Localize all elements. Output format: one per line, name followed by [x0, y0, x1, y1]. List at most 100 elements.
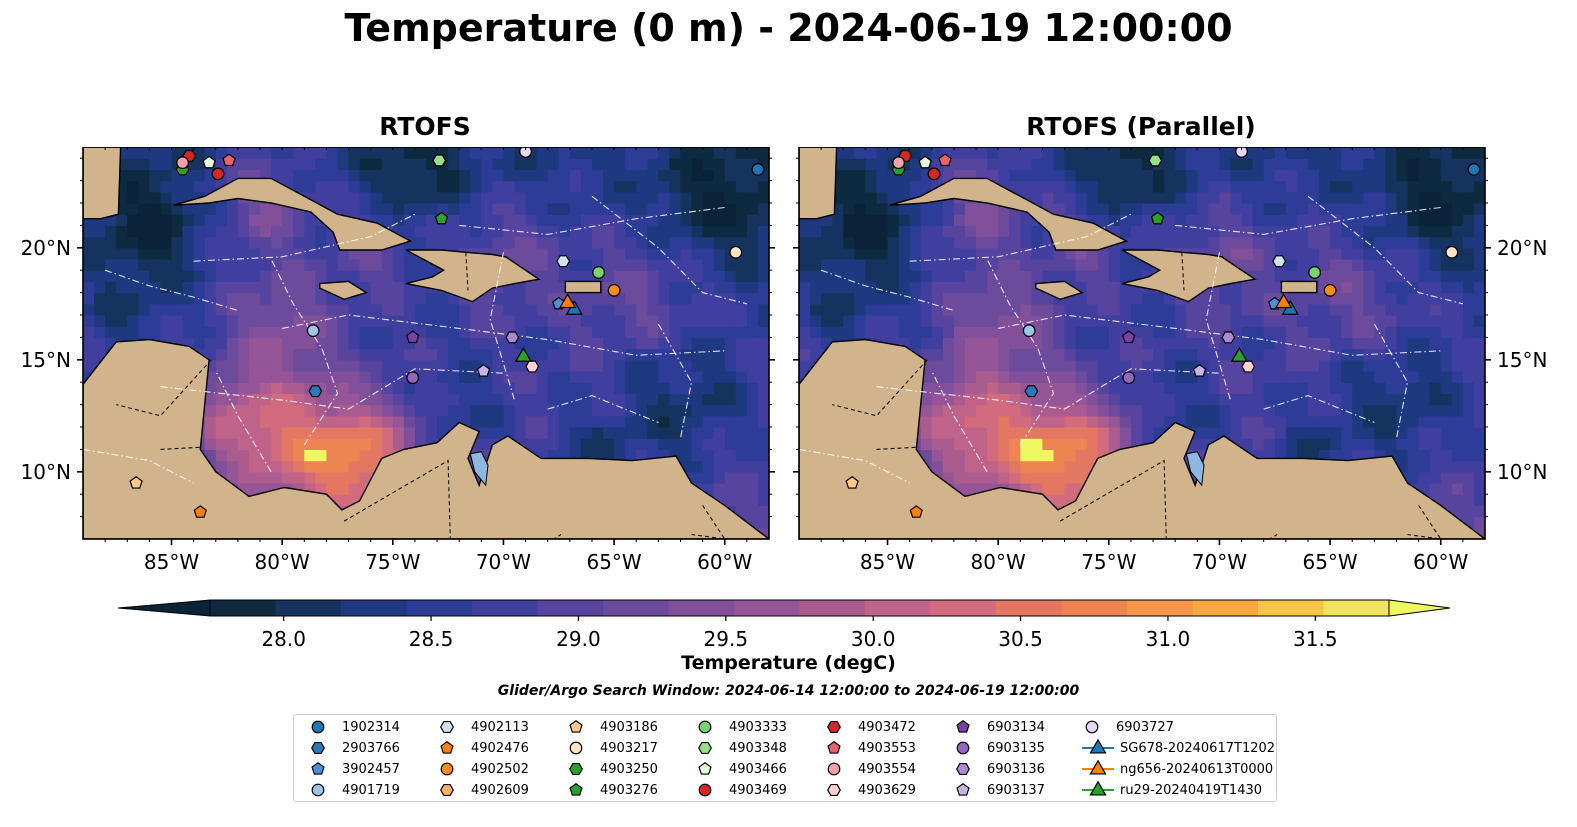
legend-item: 4903466 [693, 759, 787, 779]
colorbar-bin [472, 600, 538, 616]
legend-label: 4903466 [729, 761, 787, 777]
map-panel-rtofs: 85°W 80°W 75°W 70°W 65°W 60°W 10°N 15°N 20°N [21, 147, 775, 574]
legend-marker [1082, 759, 1114, 775]
y-tick-label: 10°N [1497, 460, 1547, 484]
colorbar-bin [1061, 600, 1128, 616]
legend-label: 6903727 [1116, 719, 1174, 735]
legend-marker [956, 719, 970, 733]
x-tick-label: 60°W [697, 550, 752, 574]
y-tick-label: 15°N [21, 348, 71, 372]
legend-marker [311, 761, 325, 775]
marker-2903766 [308, 385, 323, 398]
legend-marker [827, 720, 841, 734]
legend-label: 3902457 [342, 761, 400, 777]
legend-item: 4903553 [822, 738, 916, 758]
legend-marker [440, 720, 454, 734]
legend-label: 4903333 [729, 719, 787, 735]
marker-6903136 [1221, 331, 1236, 344]
colorbar: 28.0 28.5 29.0 29.5 30.0 30.5 31.0 31.5 [117, 599, 1451, 649]
legend-label: 4901719 [342, 782, 400, 798]
land-1 [889, 177, 1129, 251]
marker-6903727 [1235, 147, 1248, 158]
colorbar-tick-label: 28.0 [261, 627, 306, 649]
legend-label: ng656-20240613T0000 [1120, 761, 1274, 777]
marker-4903186 [845, 475, 859, 489]
land-0 [83, 338, 769, 539]
marker-4903553 [938, 153, 952, 167]
x-tick-label: 75°W [365, 550, 420, 574]
x-tick-label: 65°W [586, 550, 641, 574]
colorbar-bin [210, 600, 276, 616]
colorbar-bin [1258, 600, 1324, 616]
marker-4903333 [1308, 266, 1322, 279]
legend-label: 4903554 [858, 761, 916, 777]
legend-label: 1902314 [342, 719, 400, 735]
colorbar-tick-label: 29.0 [556, 627, 601, 649]
legend-item: 4902609 [435, 780, 529, 800]
land-2 [1121, 249, 1257, 303]
lake-maracaibo [469, 451, 489, 487]
legend-label: 4902609 [471, 782, 529, 798]
search-window-note: Glider/Argo Search Window: 2024-06-14 12… [497, 683, 1080, 699]
legend-marker [311, 783, 325, 797]
legend-label: 4903186 [600, 719, 658, 735]
legend-label: 4903348 [729, 740, 787, 756]
marker-4903629 [1241, 360, 1256, 373]
marker-4903469 [927, 167, 941, 181]
marker-6903137 [476, 363, 491, 377]
panel-title-rtofs: RTOFS [379, 112, 471, 141]
legend-marker [440, 783, 454, 797]
marker-4902476 [193, 505, 207, 518]
legend-marker [1085, 720, 1099, 734]
colorbar-tick-label: 28.5 [409, 627, 454, 649]
legend-label: 6903135 [987, 740, 1045, 756]
marker-4902113 [556, 255, 571, 268]
colorbar-bin [930, 600, 997, 616]
legend-item: 4902502 [435, 759, 529, 779]
legend-marker [311, 741, 325, 755]
legend-label: 6903134 [987, 719, 1045, 735]
legend-label: 4903250 [600, 761, 658, 777]
legend-item: 4903469 [693, 780, 787, 800]
marker-4903469 [211, 167, 225, 181]
colorbar-bin [406, 600, 473, 616]
colorbar-bin [1192, 600, 1259, 616]
legend-item: 2903766 [306, 738, 400, 758]
marker-4903276 [1150, 211, 1165, 225]
legend-marker [311, 720, 325, 734]
legend-item: ru29-20240419T1430 [1080, 780, 1262, 800]
x-tick-label: 85°W [144, 550, 199, 574]
map-panel-rtofs-parallel: 85°W 80°W 75°W 70°W 65°W 60°W 10°N 15°N 20°N [793, 147, 1547, 574]
marker-4903348 [432, 154, 447, 167]
colorbar-under-arrow [117, 599, 211, 617]
colorbar-bin [275, 600, 342, 616]
legend-marker [569, 762, 583, 776]
colorbar-bin [668, 600, 735, 616]
marker-4903217 [1445, 245, 1459, 259]
legend-item: 4903629 [822, 780, 916, 800]
marker-4903186 [129, 475, 143, 489]
legend-label: 4902502 [471, 761, 529, 777]
marker-4903554 [892, 156, 905, 170]
legend-item: SG678-20240617T1202 [1080, 738, 1275, 758]
legend-label: 4903553 [858, 740, 916, 756]
legend-marker [1082, 780, 1114, 796]
legend-marker [440, 762, 454, 776]
marker-6903137 [1192, 363, 1207, 377]
colorbar-bin [1127, 600, 1193, 616]
marker-1902314 [1467, 162, 1481, 176]
marker-4902502 [607, 283, 621, 297]
legend-marker [569, 741, 583, 755]
figure-title: Temperature (0 m) - 2024-06-19 12:00:00 [344, 6, 1233, 50]
legend-marker [956, 782, 970, 796]
marker-6903135 [1122, 371, 1136, 385]
y-tick-label: 10°N [21, 460, 71, 484]
lake-maracaibo [1185, 451, 1205, 487]
legend-marker [1082, 738, 1114, 754]
legend-marker [569, 719, 583, 733]
marker-4903348 [1148, 154, 1163, 167]
colorbar-tick-label: 31.5 [1293, 627, 1338, 649]
legend-marker [569, 782, 583, 796]
legend-label: 2903766 [342, 740, 400, 756]
marker-6903136 [505, 331, 520, 344]
